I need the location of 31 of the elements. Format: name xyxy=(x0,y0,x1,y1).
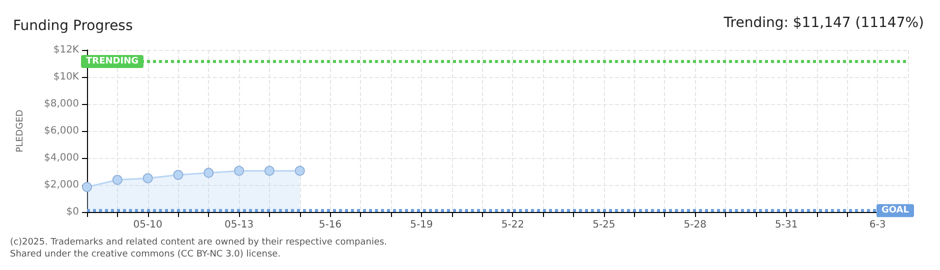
y-tick-label: $2,000 xyxy=(44,180,79,190)
chart-title: Funding Progress xyxy=(13,18,133,34)
point xyxy=(234,166,244,176)
x-tick-label: 5-25 xyxy=(592,220,616,230)
text: Shared under the creative commons (CC BY-NC 3.0) license. xyxy=(10,250,281,260)
text: Trending: $11,147 (11147%) xyxy=(722,15,924,31)
point xyxy=(112,174,122,185)
y-tick-label: $12K xyxy=(53,44,80,56)
point xyxy=(204,168,214,178)
point xyxy=(294,166,305,176)
y-tick-label: $0 xyxy=(66,206,79,218)
point xyxy=(142,173,153,184)
ref-line-label: TRENDING xyxy=(86,56,138,67)
x-tick-label: 05-10 xyxy=(133,220,162,230)
x-tick-label: 5-16 xyxy=(318,220,342,230)
y-axis-title: PLEDGED xyxy=(16,110,26,152)
point xyxy=(82,182,92,192)
x-tick-label: 5-22 xyxy=(501,220,524,230)
y-tick-label: $4,000 xyxy=(44,152,79,164)
x-tick-label: 6-3 xyxy=(869,220,886,230)
text: (c)2025. Trademarks and related content are owned by their respective companies. xyxy=(10,238,388,248)
ref-line-label: GOAL xyxy=(882,206,910,216)
y-tick-label: $10K xyxy=(53,72,80,82)
x-tick-label: 5-31 xyxy=(775,220,798,230)
x-tick-label: 5-19 xyxy=(410,220,433,230)
y-tick-label: $8,000 xyxy=(44,98,79,110)
point xyxy=(264,166,274,176)
x-tick-label: 5-28 xyxy=(684,220,706,230)
point xyxy=(173,170,184,180)
x-tick-label: 05-13 xyxy=(224,220,254,230)
y-tick-label: $6,000 xyxy=(44,126,79,136)
